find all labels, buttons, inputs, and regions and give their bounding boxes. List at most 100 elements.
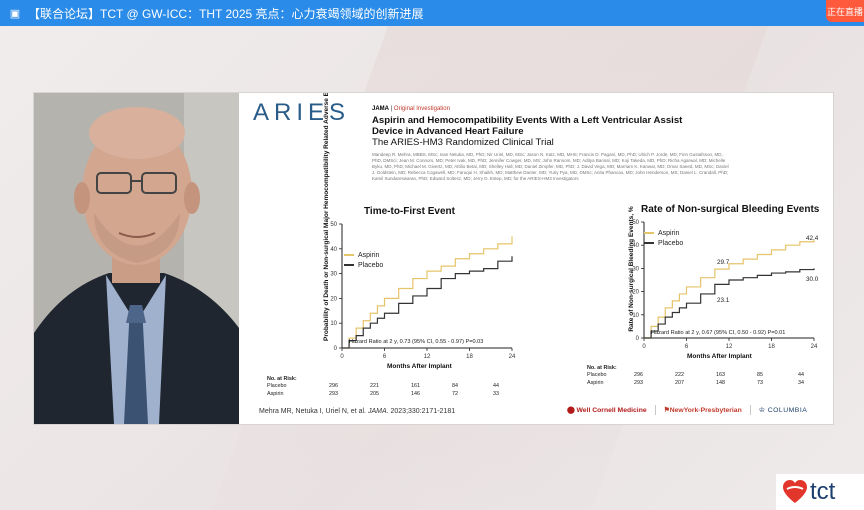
chart2-risk-table: No. at Risk: Placebo 296 222 163 85 44 A… bbox=[587, 365, 804, 387]
columbia-logo: ♔ COLUMBIA bbox=[759, 406, 808, 414]
risk-cell: 205 bbox=[370, 391, 379, 397]
chart2-label-aspirin-12mo: 29.7 bbox=[717, 259, 730, 266]
risk-cell: 34 bbox=[798, 380, 804, 386]
nyp-label: NewYork-Presbyterian bbox=[669, 407, 742, 414]
chart2-legend: Aspirin Placebo bbox=[644, 228, 683, 248]
risk-cell: 222 bbox=[675, 372, 684, 378]
chart2-plot: 0 10 20 30 40 50 0 6 12 18 24 bbox=[632, 220, 818, 350]
risk-row-aspirin: Aspirin 293 207 148 73 34 bbox=[587, 379, 804, 387]
citation: Mehra MR, Netuka I, Uriel N, et al. JAMA… bbox=[259, 408, 455, 415]
series-line-placebo bbox=[644, 268, 815, 339]
tct-logo: tct bbox=[776, 474, 864, 510]
legend-label-placebo: Placebo bbox=[658, 239, 684, 247]
legend-swatch-placebo bbox=[644, 242, 654, 244]
risk-cell: 44 bbox=[493, 383, 499, 389]
institution-logos: ⬤ Well Cornell Medicine ⚑NewYork-Presbyt… bbox=[567, 405, 807, 415]
y-tick-label: 30 bbox=[330, 272, 337, 278]
risk-row-aspirin: Aspirin 293 205 146 72 33 bbox=[267, 390, 499, 398]
logo-divider bbox=[654, 405, 656, 415]
weill-cornell-mark-icon: ⬤ bbox=[567, 407, 577, 414]
legend-item-aspirin: Aspirin bbox=[344, 250, 383, 260]
chart1-hazard-ratio: Hazard Ratio at 2 y, 0.73 (95% CI, 0.55 … bbox=[349, 339, 484, 345]
live-broadcast-icon: ▣ bbox=[9, 7, 21, 20]
x-tick-label: 12 bbox=[726, 344, 733, 350]
x-tick-label: 6 bbox=[685, 344, 689, 350]
y-tick-label: 50 bbox=[632, 220, 639, 226]
risk-label: Aspirin bbox=[587, 380, 604, 386]
chart2-xlabel: Months After Implant bbox=[687, 353, 752, 360]
risk-cell: 293 bbox=[634, 380, 643, 386]
x-tick-label: 0 bbox=[642, 344, 646, 350]
chart2-label-placebo-12mo: 23.1 bbox=[717, 297, 730, 304]
risk-cell: 148 bbox=[716, 380, 725, 386]
journal-name: JAMA bbox=[372, 106, 390, 112]
broadcast-title: 【联合论坛】TCT @ GW-ICC：THT 2025 亮点：心力衰竭领域的创新… bbox=[28, 6, 424, 21]
speaker-figure bbox=[34, 93, 239, 424]
speaker-video[interactable] bbox=[34, 93, 239, 424]
risk-cell: 44 bbox=[798, 372, 804, 378]
series-line-placebo bbox=[342, 256, 513, 349]
legend-item-placebo: Placebo bbox=[344, 260, 383, 270]
chart2-label-placebo-24mo: 30.0 bbox=[806, 276, 819, 283]
risk-cell: 296 bbox=[634, 372, 643, 378]
paper-title: Aspirin and Hemocompatibility Events Wit… bbox=[372, 115, 683, 137]
citation-authors: Mehra MR, Netuka I, Uriel N, et al. bbox=[259, 408, 366, 415]
tct-wordmark: tct bbox=[810, 478, 836, 505]
x-tick-label: 18 bbox=[768, 344, 775, 350]
risk-cell: 161 bbox=[411, 383, 420, 389]
risk-label: Aspirin bbox=[267, 391, 284, 397]
author-list: Mandeep R. Mehra, MBBS, MSc; Ivan Netuka… bbox=[372, 152, 729, 181]
y-tick-label: 0 bbox=[334, 346, 338, 352]
y-tick-label: 0 bbox=[636, 336, 640, 342]
x-tick-label: 0 bbox=[340, 354, 344, 360]
legend-item-aspirin: Aspirin bbox=[644, 228, 683, 238]
x-tick-label: 24 bbox=[811, 344, 818, 350]
chart1-risk-table: No. at Risk: Placebo 296 221 161 84 44 A… bbox=[267, 376, 499, 398]
legend-label-aspirin: Aspirin bbox=[358, 251, 380, 259]
risk-cell: 84 bbox=[452, 383, 458, 389]
risk-row-placebo: Placebo 296 222 163 85 44 bbox=[587, 371, 804, 379]
legend-swatch-placebo bbox=[344, 264, 354, 266]
y-tick-label: 10 bbox=[330, 321, 337, 327]
citation-volume: . 2023;330:2171-2181 bbox=[386, 408, 456, 415]
risk-label: Placebo bbox=[267, 383, 287, 389]
tct-heart-icon bbox=[783, 480, 807, 503]
legend-label-placebo: Placebo bbox=[358, 261, 384, 269]
trial-logo: ARIES bbox=[253, 99, 351, 126]
logo-divider bbox=[749, 405, 751, 415]
legend-item-placebo: Placebo bbox=[644, 238, 683, 248]
chart1-risk-title: No. at Risk: bbox=[267, 376, 297, 382]
chart2-title: Rate of Non-surgical Bleeding Events bbox=[641, 204, 820, 215]
chart2-risk-title: No. at Risk: bbox=[587, 365, 617, 371]
risk-label: Placebo bbox=[587, 372, 607, 378]
chart2-label-aspirin-24mo: 42.4 bbox=[806, 235, 819, 242]
chart1-xlabel: Months After Implant bbox=[387, 363, 452, 370]
video-stage[interactable]: ARIES JAMA | Original Investigation Aspi… bbox=[33, 92, 834, 425]
y-tick-label: 40 bbox=[632, 243, 639, 249]
x-tick-label: 12 bbox=[424, 354, 431, 360]
presentation-slide: ARIES JAMA | Original Investigation Aspi… bbox=[239, 93, 833, 424]
risk-cell: 72 bbox=[452, 391, 458, 397]
nyp-mark-icon: ⚑ bbox=[663, 407, 670, 414]
risk-cell: 73 bbox=[757, 380, 763, 386]
journal-section: Original Investigation bbox=[393, 106, 450, 112]
y-tick-label: 20 bbox=[632, 290, 639, 296]
chart2-hazard-ratio: Hazard Ratio at 2 y, 0.67 (95% CI, 0.50 … bbox=[651, 330, 786, 336]
broadcast-title-bar: ▣ 【联合论坛】TCT @ GW-ICC：THT 2025 亮点：心力衰竭领域的… bbox=[0, 0, 864, 26]
live-badge: 正在直播 bbox=[826, 0, 864, 22]
x-tick-label: 24 bbox=[509, 354, 516, 360]
nyp-logo: ⚑NewYork-Presbyterian bbox=[664, 406, 742, 414]
legend-swatch-aspirin bbox=[644, 232, 654, 234]
series-line-aspirin bbox=[644, 239, 815, 339]
x-tick-label: 18 bbox=[466, 354, 473, 360]
risk-cell: 163 bbox=[716, 372, 725, 378]
risk-cell: 146 bbox=[411, 391, 420, 397]
risk-cell: 33 bbox=[493, 391, 499, 397]
legend-label-aspirin: Aspirin bbox=[658, 229, 680, 237]
risk-row-placebo: Placebo 296 221 161 84 44 bbox=[267, 382, 499, 390]
risk-cell: 296 bbox=[329, 383, 338, 389]
citation-journal: JAMA bbox=[367, 408, 387, 415]
y-tick-label: 20 bbox=[330, 296, 337, 302]
risk-cell: 221 bbox=[370, 383, 379, 389]
risk-cell: 293 bbox=[329, 391, 338, 397]
